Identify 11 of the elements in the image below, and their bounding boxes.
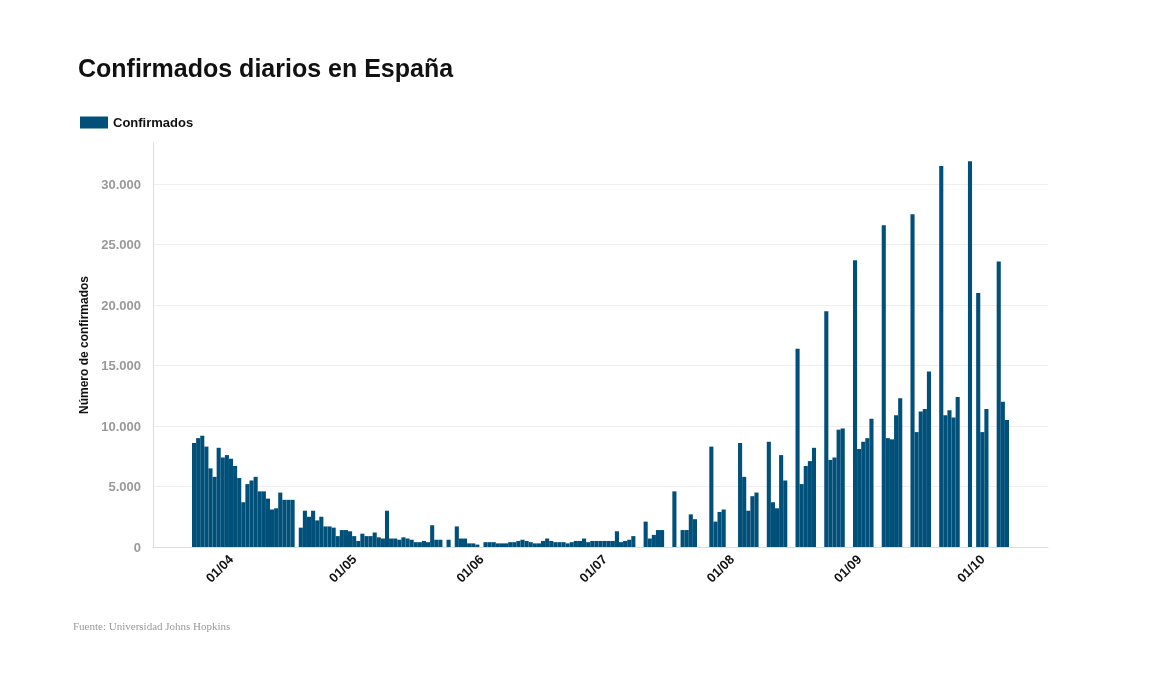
- source-note: Fuente: Universidad Johns Hopkins: [73, 619, 231, 632]
- y-tick-label: 30.000: [101, 176, 141, 192]
- y-tick-label: 10.000: [101, 418, 141, 434]
- legend-label: Confirmados: [113, 115, 194, 130]
- y-tick-label: 5.000: [108, 479, 141, 495]
- y-tick-label: 0: [133, 539, 141, 555]
- y-tick-label: 25.000: [101, 237, 141, 253]
- chart-title: Confirmados diarios en España: [78, 53, 455, 82]
- y-axis-title: Número de confirmados: [77, 275, 92, 415]
- y-tick-label: 15.000: [101, 358, 141, 374]
- y-tick-label: 20.000: [101, 297, 141, 313]
